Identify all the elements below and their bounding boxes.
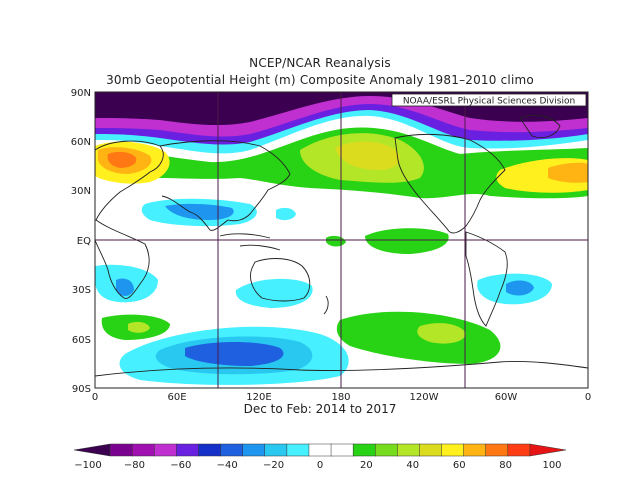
colorbar-tick-label: 100 (542, 460, 561, 471)
colorbar-swatch (352, 443, 376, 457)
nw-pacific-core (335, 141, 400, 170)
colorbar-swatch (485, 443, 509, 457)
lon-label: 120W (410, 392, 439, 403)
map-title: NCEP/NCAR Reanalysis (249, 56, 391, 70)
lat-label: EQ (77, 236, 91, 247)
colorbar-tick-label: −60 (170, 460, 191, 471)
lat-label: 90S (72, 384, 91, 395)
colorbar-swatch (330, 443, 354, 457)
coastlines (95, 114, 588, 377)
colorbar-swatch (176, 443, 200, 457)
south-asia-core (165, 203, 234, 220)
longitude-labels: 0 60E 120E 180 120W 60W 0 (92, 392, 591, 403)
credit-box (391, 93, 587, 107)
lat-label: 90N (71, 88, 91, 99)
colorbar-swatch (441, 443, 465, 457)
colorbar-swatch (131, 443, 155, 457)
colorbar-swatch (507, 443, 531, 457)
map-grid (95, 92, 588, 388)
colorbar (73, 443, 567, 457)
new-zealand-coast (323, 295, 329, 315)
lon-label: 180 (331, 392, 350, 403)
indonesia-coast (219, 233, 281, 251)
north-america-coast (394, 133, 506, 234)
antarctica-coast (95, 361, 588, 377)
north-atlantic-orange (548, 162, 588, 183)
lat-label: 60N (71, 137, 91, 148)
colorbar-tick-label: 80 (499, 460, 512, 471)
colorbar-swatch (308, 443, 332, 457)
colorbar-tick-label: −80 (124, 460, 145, 471)
colorbar-swatch (220, 443, 244, 457)
colorbar-swatch (419, 443, 443, 457)
southern-pacific-positive (336, 311, 501, 364)
colorbar-swatch (242, 443, 266, 457)
colorbar-swatch (286, 443, 310, 457)
asia-coast (159, 140, 291, 231)
lon-label: 0 (92, 392, 98, 403)
colorbar-tick-label: −20 (263, 460, 284, 471)
equatorial-pacific-positive (365, 228, 449, 254)
south-america-core (506, 280, 534, 296)
lon-label: 60W (495, 392, 518, 403)
australia-coast (250, 258, 311, 302)
colorbar-swatch (109, 443, 133, 457)
south-america-coast (465, 231, 508, 327)
pacific-small-negative (276, 207, 296, 221)
map-subtitle-title: 30mb Geopotential Height (m) Composite A… (106, 73, 534, 87)
colorbar-swatch (198, 443, 222, 457)
colorbar-tick-label: −40 (217, 460, 238, 471)
southern-pacific-yellow (417, 323, 466, 344)
greenland-coast (519, 114, 561, 138)
colorbar-swatch (529, 443, 567, 457)
colorbar-tick-label: 40 (406, 460, 419, 471)
colorbar-swatch (154, 443, 177, 457)
latitude-labels: 90N 60N 30N EQ 30S 60S 90S (71, 88, 91, 395)
colorbar-swatch (463, 443, 487, 457)
southern-indian-yellow (128, 321, 150, 333)
lon-label: 60E (167, 392, 186, 403)
map-frame (94, 91, 589, 389)
south-africa-core (116, 278, 134, 296)
colorbar-swatch (397, 443, 420, 457)
lat-label: 60S (72, 335, 91, 346)
credit-text: NOAA/ESRL Physical Sciences Division (403, 97, 575, 107)
antarctic-core (185, 342, 284, 366)
colorbar-tick-label: 20 (360, 460, 373, 471)
europe-red (107, 151, 137, 168)
period-label: Dec to Feb: 2014 to 2017 (243, 402, 397, 416)
lon-label: 0 (585, 392, 591, 403)
europe-africa-coast (95, 140, 164, 299)
colorbar-swatch (374, 443, 398, 457)
colorbar-tick-label: 60 (453, 460, 466, 471)
colorbar-tick-label: 0 (317, 460, 323, 471)
colorbar-swatch (73, 443, 111, 457)
lat-label: 30N (71, 186, 91, 197)
colorbar-swatch (264, 443, 288, 457)
lat-label: 30S (72, 285, 91, 296)
colorbar-labels: −100 −80 −60 −40 −20 0 20 40 60 80 100 (74, 460, 561, 471)
lon-label: 120E (246, 392, 271, 403)
colorbar-tick-label: −100 (74, 460, 101, 471)
